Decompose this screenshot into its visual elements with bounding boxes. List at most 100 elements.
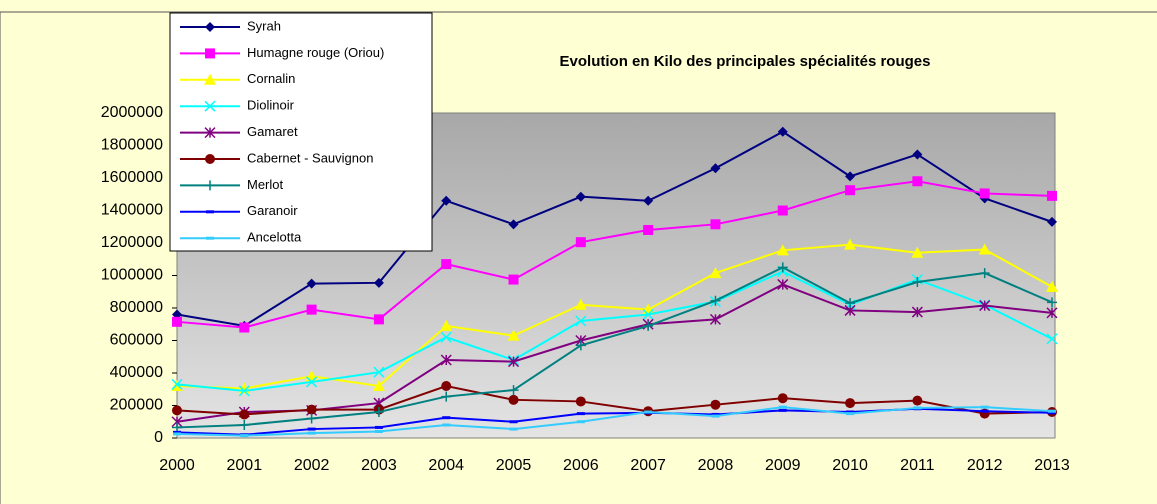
data-point [845, 398, 856, 409]
data-point [508, 385, 519, 396]
data-point [507, 329, 520, 341]
data-point [239, 322, 250, 333]
y-tick-label: 200000 [110, 397, 163, 414]
y-tick-label: 1400000 [101, 202, 163, 219]
data-point [239, 409, 250, 420]
y-tick-label: 1000000 [101, 267, 163, 284]
data-point [306, 413, 317, 424]
y-tick-label: 0 [154, 429, 163, 446]
legend-label: Cabernet - Sauvignon [247, 150, 373, 165]
series-line [176, 130, 1053, 327]
data-point [979, 188, 990, 199]
x-tick-label: 2000 [159, 457, 195, 474]
x-tick-label: 2011 [900, 457, 935, 474]
data-point [575, 237, 586, 248]
x-tick-label: 2012 [967, 457, 1003, 474]
legend-marker [204, 73, 216, 85]
x-tick-label: 2006 [563, 457, 599, 474]
data-point [373, 366, 385, 378]
series-line [176, 406, 1053, 437]
data-point [508, 274, 519, 285]
y-tick-label: 1600000 [101, 169, 163, 186]
data-point [306, 376, 318, 388]
x-tick-label: 2009 [765, 457, 801, 474]
series-line [176, 243, 1053, 390]
y-tick-label: 1200000 [101, 234, 163, 251]
data-point [643, 195, 654, 206]
legend-marker [204, 127, 216, 139]
data-point [575, 340, 586, 351]
series-line [176, 180, 1053, 329]
legend-marker [205, 154, 215, 164]
x-tick-label: 2003 [361, 457, 397, 474]
data-point [441, 391, 452, 402]
data-point [710, 219, 721, 230]
data-point [372, 380, 385, 391]
data-point [1046, 307, 1058, 319]
data-point [1047, 297, 1057, 308]
y-tick-label: 600000 [110, 332, 163, 349]
legend-label: Garanoir [247, 203, 298, 218]
series-line [176, 384, 1053, 416]
data-point [776, 244, 789, 256]
data-point [912, 395, 923, 406]
data-point [440, 319, 453, 331]
data-point [643, 320, 654, 331]
data-point [172, 422, 182, 433]
y-tick-label: 800000 [110, 299, 163, 316]
x-tick-label: 2001 [227, 457, 263, 474]
data-point [912, 176, 923, 187]
data-point [306, 304, 317, 315]
data-point [844, 238, 857, 250]
data-point [912, 277, 923, 287]
data-point [441, 195, 452, 206]
data-point [978, 243, 991, 255]
data-point [373, 407, 384, 417]
data-point [1046, 280, 1058, 292]
legend-label: Syrah [247, 18, 281, 33]
data-point [306, 404, 317, 415]
legend-label: Humagne rouge (Oriou) [247, 45, 384, 60]
legend-label: Gamaret [247, 124, 298, 139]
data-point [845, 185, 856, 196]
data-point [710, 163, 721, 174]
data-point [845, 298, 856, 309]
chart-title: Evolution en Kilo des principales spécia… [560, 53, 931, 70]
series-line [176, 266, 1053, 429]
data-point [911, 306, 923, 318]
legend-label: Diolinoir [247, 98, 295, 113]
data-point [979, 268, 990, 279]
y-tick-label: 1800000 [101, 137, 163, 154]
data-point [239, 420, 250, 430]
x-tick-label: 2002 [294, 457, 330, 474]
data-point [912, 149, 923, 160]
data-point [1047, 190, 1057, 201]
legend-marker [205, 22, 215, 32]
legend-label: Cornalin [247, 71, 295, 86]
data-point [373, 277, 384, 288]
data-point [508, 356, 520, 368]
legend-label: Ancelotta [247, 230, 302, 245]
data-point [172, 405, 182, 416]
data-point [306, 278, 317, 289]
data-point [710, 295, 721, 306]
data-point [238, 385, 250, 397]
data-point [777, 393, 788, 404]
data-point [911, 246, 924, 258]
data-point [979, 300, 991, 312]
data-point [575, 191, 586, 202]
data-point [574, 298, 587, 310]
x-tick-label: 2005 [496, 457, 532, 474]
legend-label: Merlot [247, 177, 284, 192]
data-point [171, 378, 183, 390]
data-point [440, 331, 452, 343]
data-point [777, 205, 788, 216]
data-point [575, 315, 587, 327]
data-point [440, 354, 452, 366]
data-point [845, 171, 856, 182]
x-tick-label: 2008 [698, 457, 734, 474]
data-point [441, 381, 452, 391]
data-point [172, 316, 182, 327]
data-point [508, 394, 519, 405]
x-tick-label: 2010 [832, 457, 868, 474]
